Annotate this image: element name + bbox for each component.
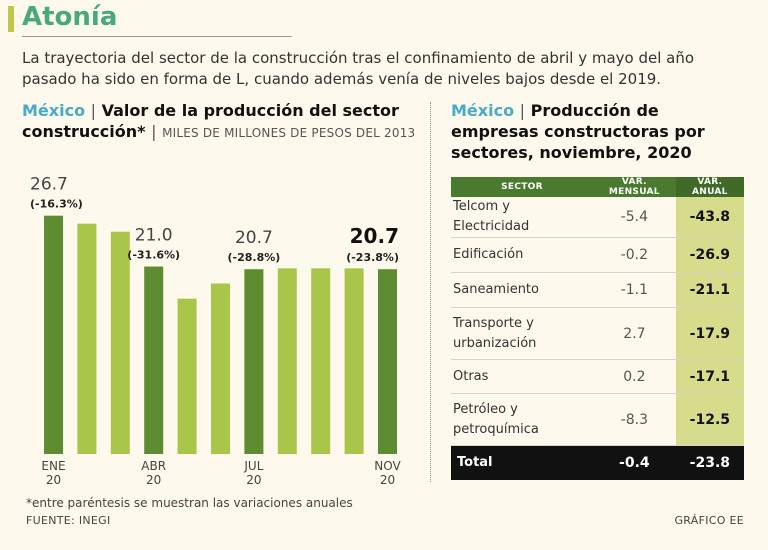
sector-name: Telcom y Electricidad [451, 197, 593, 238]
sector-name: Transporte y urbanización [451, 307, 593, 360]
data-label-value: 26.7 [30, 175, 68, 195]
total-anual: -23.8 [675, 445, 744, 480]
bar [344, 268, 364, 454]
table-row: Saneamiento -1.1 -21.1 [451, 272, 744, 308]
title-accent-bar [8, 6, 14, 32]
col-header-sector: SECTOR [451, 177, 593, 197]
x-tick-label: 20 [146, 473, 161, 487]
right-separator: | [519, 101, 526, 120]
right-table-heading: México | Producción de empresas construc… [451, 100, 751, 163]
table-row: Edificación -0.2 -26.9 [451, 237, 744, 273]
left-chart-heading: México | Valor de la producción del sect… [22, 100, 422, 144]
var-anual: -17.1 [675, 359, 744, 394]
data-label-change: (-23.8%) [346, 251, 399, 264]
col-header-mensual: VAR. MENSUAL [593, 177, 676, 197]
table-row: Transporte y urbanización 2.7 -17.9 [451, 307, 744, 360]
data-label-value: 20.7 [350, 224, 399, 248]
col-header-anual: VAR. ANUAL [675, 177, 744, 197]
var-mensual: -5.4 [593, 197, 676, 238]
right-country: México [451, 101, 515, 120]
table-total-row: Total -0.4 -23.8 [451, 445, 744, 480]
table-row: Telcom y Electricidad -5.4 -43.8 [451, 197, 744, 238]
x-tick-label: 20 [46, 473, 61, 487]
data-label-change: (-31.6%) [127, 249, 180, 262]
var-mensual: 2.7 [593, 307, 676, 360]
var-mensual: -1.1 [593, 272, 676, 308]
table-row: Otras 0.2 -17.1 [451, 359, 744, 394]
left-separator: | [90, 101, 97, 120]
left-separator-2: | [151, 122, 157, 141]
var-anual: -43.8 [675, 197, 744, 238]
bar-chart: ENE20ABR20JUL20NOV2026.7(-16.3%)21.0(-31… [30, 175, 402, 487]
bar [378, 269, 397, 454]
total-mensual: -0.4 [593, 445, 676, 480]
left-country: México [22, 101, 86, 120]
var-anual: -26.9 [675, 237, 744, 273]
source-label: FUENTE: INEGI [26, 514, 111, 527]
var-anual: -21.1 [675, 272, 744, 308]
x-tick-label: 20 [246, 473, 261, 487]
data-label-value: 20.7 [235, 228, 273, 248]
bar [110, 231, 130, 454]
x-tick-label: JUL [243, 459, 263, 473]
table-row: Petróleo y petroquímica -8.3 -12.5 [451, 393, 744, 446]
column-divider [430, 102, 432, 482]
left-heading-text: Valor de la producción del sector constr… [22, 101, 399, 141]
sector-name: Otras [451, 359, 593, 394]
bar [277, 268, 297, 454]
data-label-value: 21.0 [135, 226, 173, 246]
x-tick-label: 20 [380, 473, 395, 487]
var-mensual: -8.3 [593, 393, 676, 446]
intro-text: La trayectoria del sector de la construc… [22, 49, 695, 88]
sector-name: Edificación [451, 237, 593, 273]
bar [144, 266, 164, 454]
bar [77, 223, 97, 454]
bar [211, 283, 230, 454]
sector-name: Petróleo y petroquímica [451, 393, 593, 446]
table-header-row: SECTOR VAR. MENSUAL VAR. ANUAL [451, 177, 744, 197]
total-label: Total [451, 445, 593, 480]
var-mensual: -0.2 [593, 237, 676, 273]
data-label-change: (-16.3%) [30, 198, 83, 211]
x-tick-label: ABR [141, 459, 166, 473]
data-label-change: (-28.8%) [228, 251, 281, 264]
x-tick-label: NOV [374, 459, 401, 473]
bar [311, 268, 331, 454]
right-heading-text: Producción de empresas constructoras por… [451, 101, 705, 162]
credit-label: GRÁFICO EE [674, 514, 744, 527]
sector-table: SECTOR VAR. MENSUAL VAR. ANUAL Telcom y … [451, 177, 744, 480]
var-mensual: 0.2 [593, 359, 676, 394]
x-tick-label: ENE [41, 459, 65, 473]
title-rule [22, 36, 292, 37]
bar [44, 215, 63, 454]
sector-name: Saneamiento [451, 272, 593, 308]
left-unit: MILES DE MILLONES DE PESOS DEL 2013 [162, 126, 416, 140]
footnote: *entre paréntesis se muestran las variac… [26, 496, 353, 510]
var-anual: -12.5 [675, 393, 744, 446]
bar [244, 269, 264, 454]
bar [177, 298, 197, 454]
var-anual: -17.9 [675, 307, 744, 360]
page-title: Atonía [22, 2, 118, 32]
